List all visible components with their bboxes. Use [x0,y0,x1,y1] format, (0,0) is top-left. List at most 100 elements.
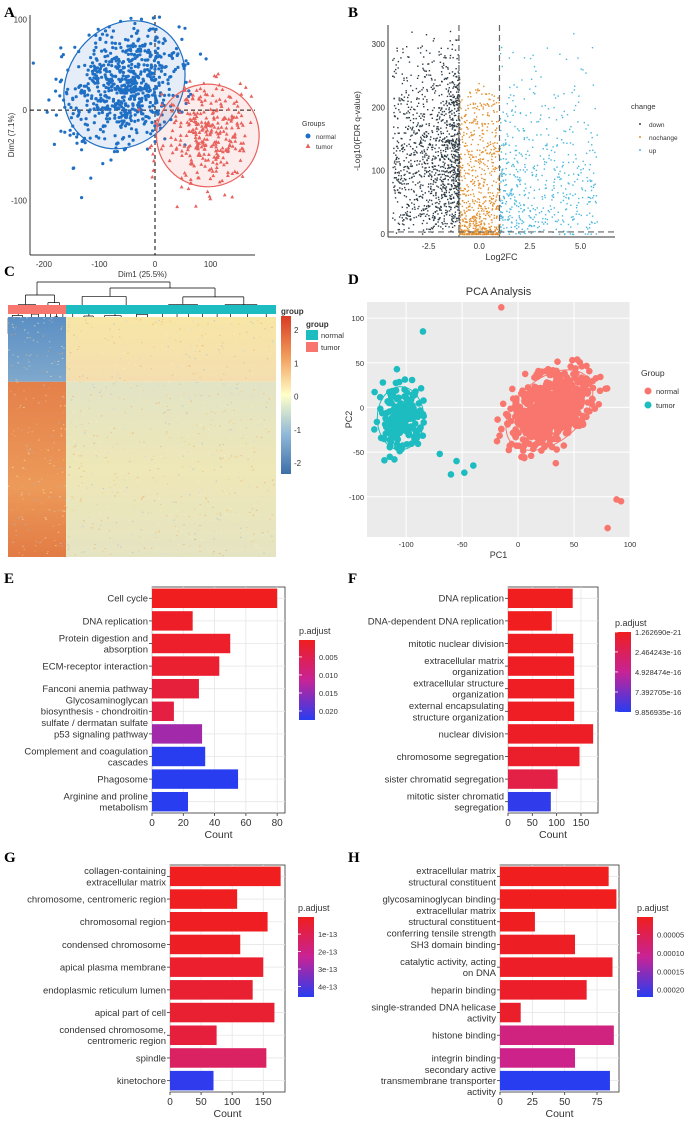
c-heatmap-cell [28,529,30,531]
b-point-down [454,192,456,195]
c-heatmap-cell [14,333,16,335]
b-point-down [407,100,409,102]
b-point-up [522,221,525,223]
c-heatmap-cell [27,431,30,433]
c-heatmap-cell [34,545,37,547]
b-point-nochange [483,103,485,105]
b-point-down [442,187,444,189]
b-point-down [451,213,453,215]
c-heatmap-cell [45,395,48,397]
a-point-normal [158,63,162,67]
b-point-up [563,230,565,232]
c-heatmap-cell [90,394,92,396]
b-point-up [529,186,532,188]
c-heatmap-cell [175,527,178,529]
a-point-tumor [217,83,222,87]
c-heatmap-cell [15,326,17,328]
b-point-nochange [466,144,468,147]
a-point-tumor [197,141,202,145]
b-x-tick-label: 0.0 [474,242,486,251]
b-point-down [453,143,455,145]
b-point-nochange [472,183,474,185]
a-point-normal [126,52,130,57]
b-point-up [526,136,528,139]
b-point-down [456,133,458,136]
b-point-down [419,125,421,127]
b-point-down [422,67,424,70]
b-point-down [431,159,433,161]
b-point-up [572,161,575,163]
b-point-down [402,180,404,182]
a-point-normal [145,147,150,151]
a-point-tumor [230,194,235,199]
b-point-down [439,136,441,138]
b-point-up [500,217,502,220]
c-heatmap-cell [111,491,114,493]
a-point-normal [104,40,108,44]
a-point-normal [152,59,156,63]
c-heatmap-cell [217,410,219,412]
c-heatmap-cell [252,322,254,324]
a-point-normal [120,95,125,100]
c-heatmap-cell [133,499,136,501]
b-point-down [409,199,411,201]
c-heatmap-cell [53,442,55,444]
b-point-nochange [460,158,463,160]
a-point-normal [152,78,156,82]
c-heatmap-cell [198,480,200,482]
a-point-normal [180,110,184,114]
b-point-up [570,204,572,206]
b-point-down [417,91,420,94]
c-heatmap-cell [202,470,204,472]
b-point-down [418,115,421,117]
b-point-nochange [481,122,483,125]
b-point-down [432,40,435,42]
b-point-up [529,57,532,60]
c-heatmap-cell [204,333,206,335]
c-heatmap-cell [238,323,240,325]
c-heatmap-cell [76,459,78,461]
b-point-down [408,172,410,174]
c-heatmap-cell [188,443,190,445]
c-heatmap-cell [116,491,119,493]
b-point-down [457,173,459,175]
c-heatmap-cell [137,413,139,415]
b-point-down [410,188,413,191]
b-point-nochange [465,202,468,204]
a-point-tumor [233,146,238,151]
b-point-nochange [479,213,481,215]
b-point-nochange [489,216,491,218]
b-point-up [528,192,530,194]
b-point-down [457,192,459,195]
b-point-nochange [466,127,469,129]
b-point-nochange [476,160,478,162]
b-point-nochange [468,226,470,228]
b-point-down [452,171,455,174]
a-point-normal [159,69,163,73]
a-point-normal [125,79,129,83]
c-heatmap-cell [132,527,134,529]
b-point-down [442,100,444,103]
c-heatmap-cell [150,368,153,370]
b-point-nochange [498,183,500,185]
c-heatmap-cell [116,477,118,479]
b-point-up [532,54,534,57]
c-heatmap-cell [177,380,179,382]
b-point-nochange [473,230,475,233]
c-heatmap-cell [114,382,116,384]
a-point-tumor [227,94,231,98]
b-point-down [437,164,440,167]
c-heatmap-cell [68,474,70,476]
a-point-tumor [226,117,231,121]
b-point-down [441,93,443,96]
b-point-nochange [470,95,472,98]
c-heatmap-cell [268,398,271,400]
b-point-down [407,128,409,131]
c-heatmap-cell [198,339,200,341]
b-point-nochange [491,198,493,201]
c-heatmap-cell [82,470,85,472]
b-point-down [447,68,449,70]
b-point-up [560,201,562,204]
a-point-tumor [215,115,220,119]
c-heatmap-cell [49,463,51,465]
